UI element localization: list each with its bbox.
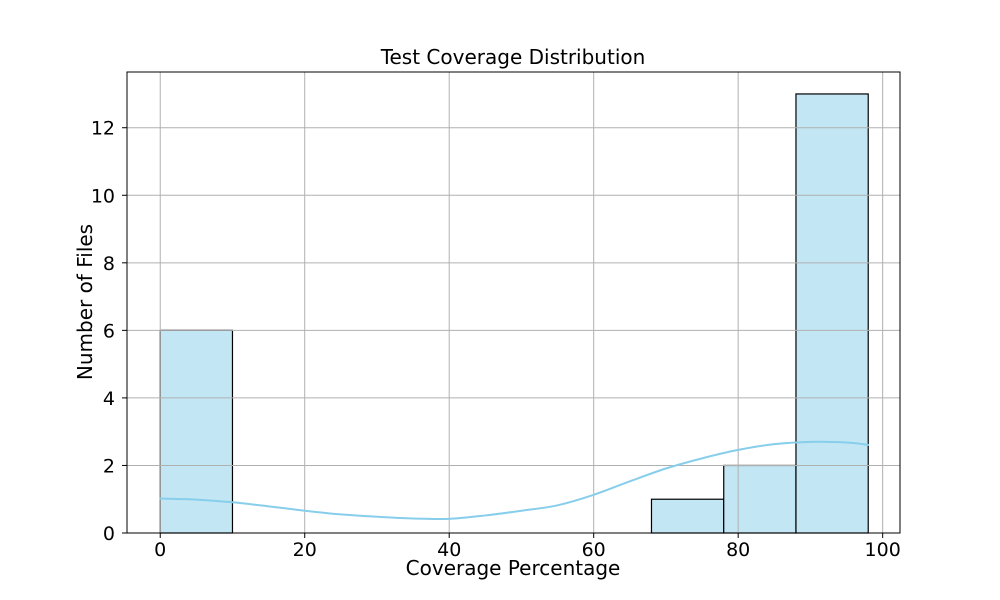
- x-tick-label: 40: [437, 539, 461, 561]
- kde-curve: [159, 440, 870, 521]
- grid-layer: [127, 72, 900, 534]
- y-tick-label: 8: [103, 253, 115, 275]
- y-tick-label: 4: [103, 388, 115, 410]
- y-tick-label: 2: [103, 455, 115, 477]
- x-tick-label: 60: [582, 539, 606, 561]
- y-tick-label: 12: [91, 118, 115, 140]
- x-tick-label: 100: [865, 539, 901, 561]
- kde-layer: [159, 440, 870, 521]
- x-tick-label: 0: [154, 539, 166, 561]
- histogram-bar: [650, 498, 725, 534]
- histogram-bar: [159, 329, 234, 534]
- histogram-bar: [723, 464, 797, 534]
- y-tick-label: 6: [103, 320, 115, 342]
- y-axis-label: Number of Files: [73, 224, 97, 380]
- chart-title: Test Coverage Distribution: [380, 45, 646, 69]
- x-tick-label: 80: [726, 539, 750, 561]
- x-tick-label: 20: [293, 539, 317, 561]
- y-tick-label: 0: [103, 523, 115, 545]
- tick-labels-layer: 0 20 40 60 80 100 0 2 4 6 8 10 12: [91, 118, 901, 561]
- histogram-bar: [795, 93, 869, 534]
- y-tick-label: 10: [91, 185, 115, 207]
- bars-layer: [159, 93, 869, 534]
- x-axis-label: Coverage Percentage: [406, 556, 621, 580]
- axes-layer: [122, 71, 901, 538]
- plot-spines: [126, 71, 901, 534]
